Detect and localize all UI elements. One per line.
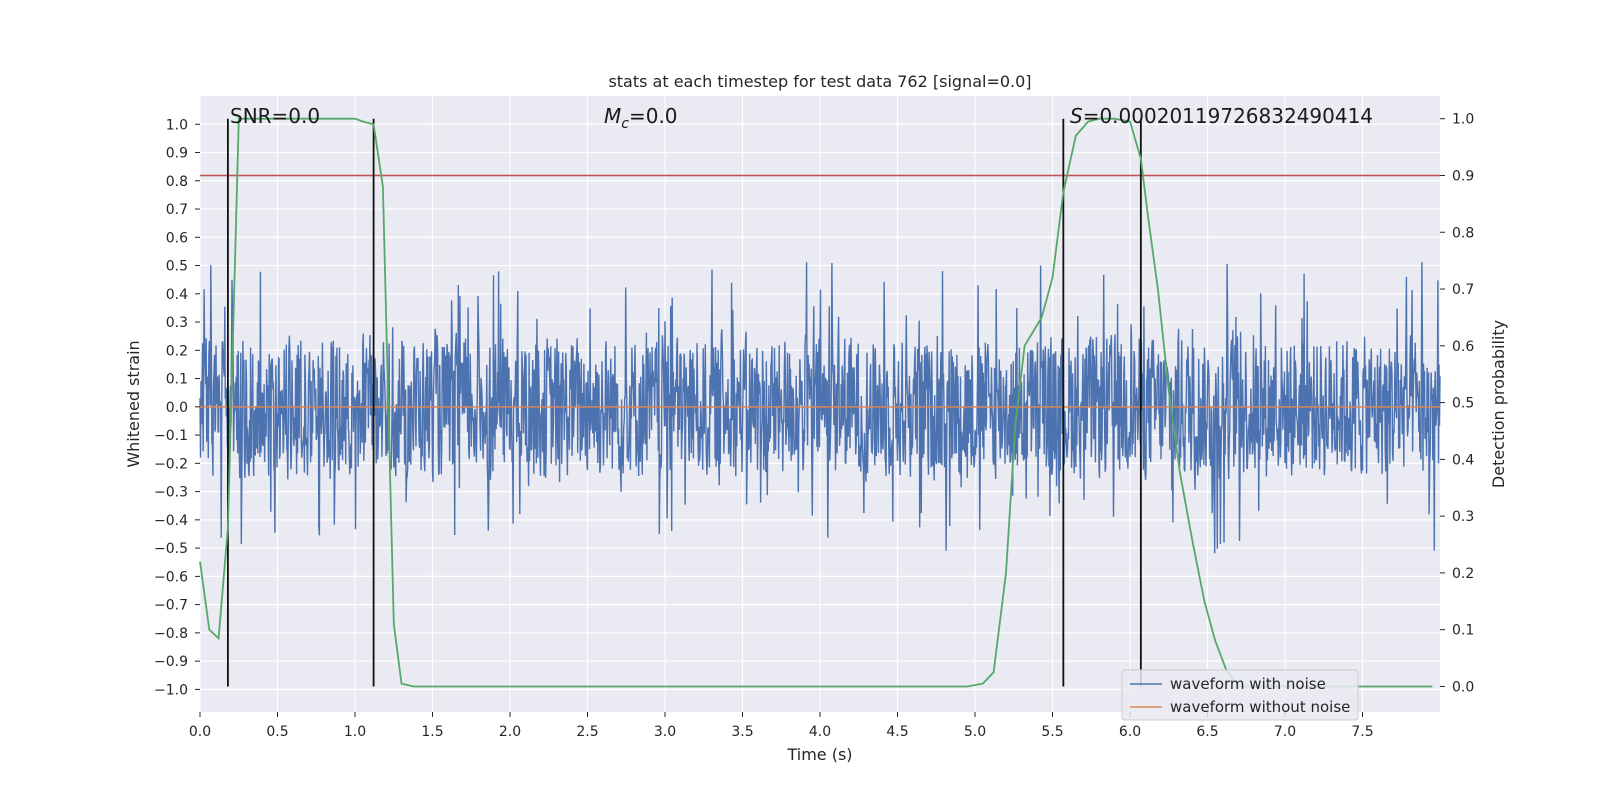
y-left-tick-label-12: −0.2: [154, 456, 188, 472]
annotation-mc-value: =0.0: [629, 104, 678, 128]
annotation-s-number: =0.00020119726832490414: [1083, 104, 1373, 128]
x-tick-label-12: 6.0: [1119, 724, 1141, 740]
y-left-tick-label-10: 0.0: [166, 400, 188, 416]
x-tick-label-5: 2.5: [576, 724, 598, 740]
noise-waveform-path: [199, 261, 1441, 554]
y-left-tick-label-1: 0.9: [166, 146, 188, 162]
y-left-axis-label: Whitened strain: [124, 340, 143, 467]
series-detection-probability: [199, 117, 1433, 688]
x-tick-label-7: 3.5: [731, 724, 753, 740]
y-left-tick-label-18: −0.8: [154, 626, 188, 642]
x-tick-label-15: 7.5: [1351, 724, 1373, 740]
x-tick-label-8: 4.0: [809, 724, 831, 740]
y-left-tick-label-13: −0.3: [154, 485, 188, 501]
y-right-tick-label-9: 0.1: [1452, 623, 1474, 639]
x-tick-label-3: 1.5: [421, 724, 443, 740]
y-right-tick-label-7: 0.3: [1452, 509, 1474, 525]
chart-title: stats at each timestep for test data 762…: [608, 72, 1031, 91]
y-right-tick-label-10: 0.0: [1452, 679, 1474, 695]
y-right-tick-label-5: 0.5: [1452, 396, 1474, 412]
y-left-tick-label-9: 0.1: [166, 372, 188, 388]
annotation-s-value: S=0.00020119726832490414: [1070, 104, 1373, 128]
y-right-tick-label-8: 0.2: [1452, 566, 1474, 582]
y-right-axis-label: Detection probability: [1489, 320, 1508, 488]
x-axis-label: Time (s): [786, 745, 852, 764]
series-waveform-with-noise: [199, 261, 1441, 554]
y-left-tick-label-19: −0.9: [154, 654, 188, 670]
y-left-tick-label-20: −1.0: [154, 682, 188, 698]
x-tick-label-14: 7.0: [1274, 724, 1296, 740]
y-left-axis-ticks: 1.0 0.9 0.8 0.7 0.6 0.5 0.4 0.3 0.2 0.1 0.0 −0.1 −0.…: [154, 117, 200, 698]
y-left-tick-label-15: −0.5: [154, 541, 188, 557]
x-axis-ticks: 0.0 0.5 1.0 1.5 2.0 2.5 3.0 3.5 4.0 4.5 5.0 5.5 6.0 6…: [189, 712, 1374, 740]
legend-label-with-noise: waveform with noise: [1170, 675, 1326, 693]
annotation-chirp-mass: Mc=0.0: [604, 104, 678, 132]
y-left-tick-label-6: 0.4: [166, 287, 188, 303]
legend-label-without-noise: waveform without noise: [1170, 698, 1350, 716]
y-right-tick-label-1: 0.9: [1452, 168, 1474, 184]
y-right-tick-label-3: 0.7: [1452, 282, 1474, 298]
y-right-tick-label-0: 1.0: [1452, 112, 1474, 128]
y-left-tick-label-2: 0.8: [166, 174, 188, 190]
x-tick-label-6: 3.0: [654, 724, 676, 740]
vertical-markers: [226, 118, 1142, 687]
annotation-mc-subscript: c: [621, 116, 629, 132]
y-right-axis-ticks: 1.0 0.9 0.8 0.7 0.6 0.5 0.4 0.3 0.2 0.1 0.0: [1440, 112, 1474, 695]
x-tick-label-0: 0.0: [189, 724, 211, 740]
annotation-s-symbol: S: [1070, 104, 1083, 128]
y-left-tick-label-17: −0.7: [154, 598, 188, 614]
y-left-tick-label-11: −0.1: [154, 428, 188, 444]
x-tick-label-10: 5.0: [964, 724, 986, 740]
legend: waveform with noise waveform without noi…: [1121, 669, 1359, 721]
annotation-snr: SNR=0.0: [230, 104, 320, 128]
y-left-tick-label-3: 0.7: [166, 202, 188, 218]
x-tick-label-11: 5.5: [1041, 724, 1063, 740]
y-right-tick-label-6: 0.4: [1452, 452, 1474, 468]
y-left-tick-label-5: 0.5: [166, 259, 188, 275]
y-left-tick-label-4: 0.6: [166, 230, 188, 246]
x-tick-label-1: 0.5: [266, 724, 288, 740]
y-right-tick-label-2: 0.8: [1452, 225, 1474, 241]
x-tick-label-2: 1.0: [344, 724, 366, 740]
x-tick-label-13: 6.5: [1196, 724, 1218, 740]
x-tick-label-9: 4.5: [886, 724, 908, 740]
y-right-tick-label-4: 0.6: [1452, 339, 1474, 355]
x-tick-label-4: 2.0: [499, 724, 521, 740]
y-left-tick-label-14: −0.4: [154, 513, 188, 529]
y-left-tick-label-16: −0.6: [154, 569, 188, 585]
y-left-tick-label-8: 0.2: [166, 343, 188, 359]
legend-box: [1121, 669, 1359, 721]
y-left-tick-label-7: 0.3: [166, 315, 188, 331]
annotation-mc-symbol: M: [604, 104, 621, 128]
y-left-tick-label-0: 1.0: [166, 117, 188, 133]
